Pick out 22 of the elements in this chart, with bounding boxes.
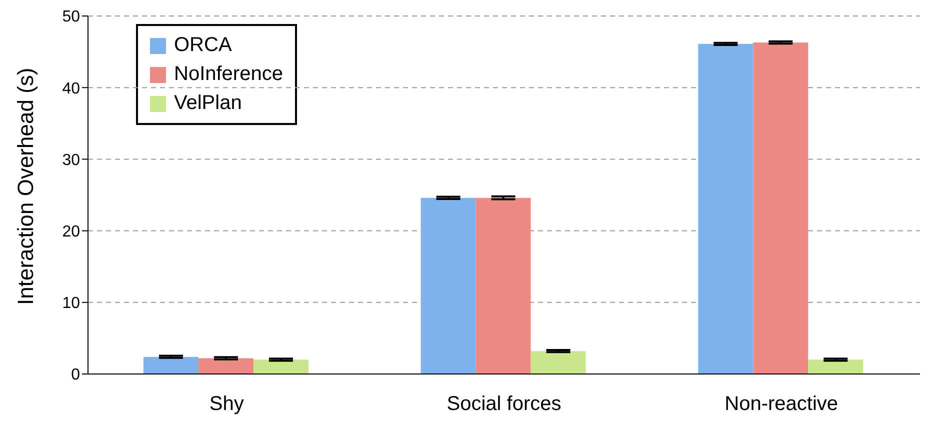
bar	[143, 356, 198, 374]
bar	[530, 351, 586, 374]
x-tick-label: Non-reactive	[724, 393, 838, 416]
legend-label: ORCA	[174, 34, 232, 57]
legend-label: NoInference	[174, 63, 283, 86]
bar	[476, 198, 531, 374]
x-tick-label: Social forces	[446, 393, 562, 416]
bar	[198, 358, 254, 374]
y-tick-label: 30	[62, 152, 80, 169]
y-tick-label: 10	[62, 295, 80, 312]
bar	[753, 42, 808, 374]
bar	[808, 360, 864, 374]
bar	[698, 44, 754, 374]
bar	[253, 360, 308, 374]
y-tick-label: 40	[62, 80, 80, 98]
y-tick-label: 0	[71, 366, 80, 384]
legend-label: VelPlan	[174, 92, 242, 115]
bar	[420, 198, 476, 374]
y-tick-label: 50	[62, 8, 80, 26]
x-tick-label: Shy	[209, 393, 244, 416]
y-axis-title: Interaction Overhead (s)	[12, 68, 38, 305]
y-tick-label: 20	[62, 223, 80, 240]
